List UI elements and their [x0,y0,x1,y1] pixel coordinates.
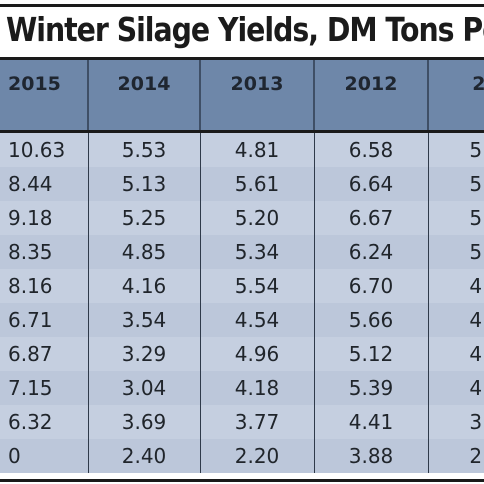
table-cell: 0 [0,438,88,473]
table-cell: 5.13 [87,166,200,201]
table-row: 8.354.855.346.245.7 [0,234,484,269]
table-cell: 6.64 [313,166,428,201]
table-row: 6.713.544.545.664.9 [0,302,484,337]
table-cell: 6.71 [0,302,88,337]
table-cell: 5.12 [313,336,428,371]
table-cell: 5.66 [313,302,428,337]
table-cell: 2.40 [87,438,200,473]
table-cell: 4.18 [199,370,314,405]
table-cell: 2.20 [199,438,314,473]
table-cell: 5.6 [427,200,484,235]
column-header-2012: 2012 [313,60,428,133]
table-cell: 9.18 [0,200,88,235]
table-cell: 3.88 [313,438,428,473]
table-row: 02.402.203.882.5 [0,438,484,473]
table-cell: 3.54 [87,302,200,337]
table-cell: 4.16 [87,268,200,303]
table-cell: 6.87 [0,336,88,371]
table-title: Winter Silage Yields, DM Tons Pe [6,10,484,49]
table-cell: 4.8 [427,370,484,405]
table-row: 6.873.294.965.124.4 [0,336,484,371]
table-row: 9.185.255.206.675.6 [0,200,484,235]
column-header-2011: 20 [427,60,484,133]
table-cell: 2.5 [427,438,484,473]
table-header: 2015 2014 2013 2012 20 [0,60,484,133]
table-cell: 5.34 [199,234,314,269]
table-body: 10.635.534.816.585.88.445.135.616.645.99… [0,131,484,473]
table-row: 8.445.135.616.645.9 [0,166,484,201]
table-cell: 4.81 [199,131,314,167]
table-cell: 4.7 [427,268,484,303]
table-cell: 7.15 [0,370,88,405]
bottom-rule [0,479,484,482]
table-cell: 4.96 [199,336,314,371]
table-cell: 6.70 [313,268,428,303]
table-cell: 3.69 [87,404,200,439]
table-cell: 6.67 [313,200,428,235]
table-cell: 8.16 [0,268,88,303]
table-cell: 5.8 [427,131,484,167]
title-bar: Winter Silage Yields, DM Tons Pe [0,4,484,60]
table-cell: 8.35 [0,234,88,269]
column-header-2015: 2015 [0,60,88,133]
table-cell: 5.53 [87,131,200,167]
table-row: 10.635.534.816.585.8 [0,131,484,167]
table-cell: 6.24 [313,234,428,269]
table-cell: 5.20 [199,200,314,235]
table-cell: 10.63 [0,131,88,167]
header-row: 2015 2014 2013 2012 20 [0,60,484,133]
table-cell: 5.25 [87,200,200,235]
table-cell: 5.9 [427,166,484,201]
table-cell: 3.04 [87,370,200,405]
data-table: 2015 2014 2013 2012 20 10.635.534.816.58… [0,60,484,473]
table-cell: 4.9 [427,302,484,337]
table-cell: 3.29 [87,336,200,371]
table-cell: 6.32 [0,404,88,439]
table-cell: 8.44 [0,166,88,201]
table-cell: 5.61 [199,166,314,201]
table-cell: 4.41 [313,404,428,439]
table-cell: 5.54 [199,268,314,303]
table-row: 8.164.165.546.704.7 [0,268,484,303]
table-cell: 4.4 [427,336,484,371]
table-cell: 3.77 [199,404,314,439]
table-cell: 6.58 [313,131,428,167]
column-header-2013: 2013 [199,60,314,133]
table-row: 6.323.693.774.413.6 [0,404,484,439]
table-cell: 4.54 [199,302,314,337]
table-cell: 5.7 [427,234,484,269]
table-cell: 3.6 [427,404,484,439]
column-header-2014: 2014 [87,60,200,133]
data-table-container: 2015 2014 2013 2012 20 10.635.534.816.58… [0,60,484,484]
table-row: 7.153.044.185.394.8 [0,370,484,405]
table-cell: 5.39 [313,370,428,405]
table-cell: 4.85 [87,234,200,269]
